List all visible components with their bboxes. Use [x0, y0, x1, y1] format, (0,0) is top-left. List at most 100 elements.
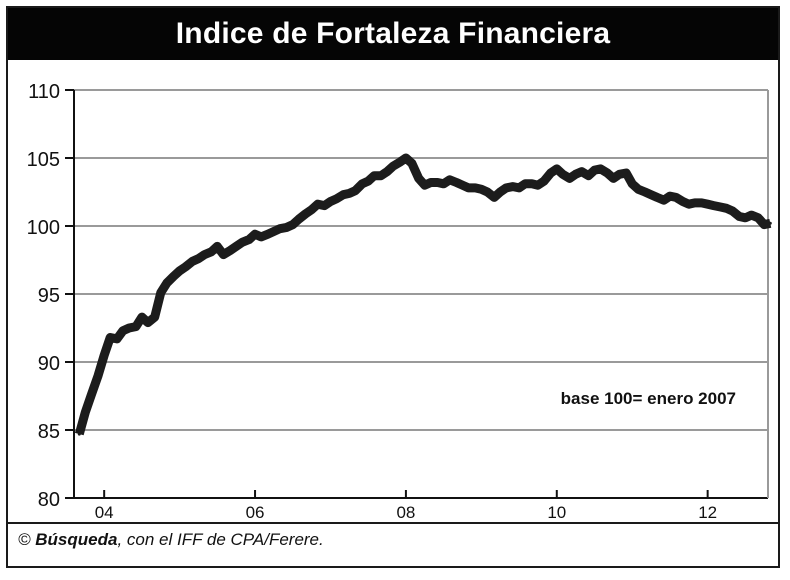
data-point-0-65	[485, 190, 489, 194]
copyright-symbol: ©	[18, 530, 31, 549]
data-point-0-109	[762, 223, 766, 227]
data-point-0-104	[731, 209, 734, 213]
data-point-0-70	[517, 186, 521, 190]
data-point-0-72	[530, 182, 534, 186]
data-point-0-89	[636, 187, 640, 191]
data-point-0-79	[574, 172, 578, 176]
data-point-0-60	[455, 181, 458, 184]
data-point-0-108	[756, 216, 760, 220]
y-tick-label-110: 110	[28, 81, 60, 103]
data-point-0-2	[89, 393, 93, 397]
data-point-0-57	[436, 181, 440, 184]
data-point-0-27	[247, 238, 251, 242]
source-publisher: Búsqueda	[35, 530, 118, 549]
data-point-0-4	[102, 353, 106, 357]
data-point-0-25	[234, 244, 238, 248]
base-annotation: base 100= enero 2007	[561, 389, 736, 408]
data-point-0-100	[706, 202, 710, 206]
x-tick-label-10: 10	[547, 503, 566, 522]
data-point-0-107	[749, 213, 753, 217]
data-point-0-44	[353, 189, 357, 193]
data-point-0-20	[203, 253, 206, 257]
data-point-0-77	[561, 172, 565, 176]
data-point-0-33	[285, 225, 289, 229]
axes	[65, 89, 769, 499]
data-point-0-14	[165, 281, 169, 285]
data-point-0-50	[391, 164, 395, 168]
data-point-0-99	[700, 201, 704, 205]
y-tick-label-105: 105	[27, 149, 60, 171]
data-point-0-68	[504, 186, 508, 190]
data-point-0-10	[140, 315, 144, 319]
line-chart: 80 85 90 95 100 105 110 04 06 08 10 12 base 100= e…	[27, 81, 772, 522]
data-point-0-40	[329, 200, 332, 203]
y-tick-label-80: 80	[38, 489, 60, 511]
data-point-0-36	[304, 212, 308, 216]
data-point-0-105	[737, 215, 741, 218]
data-point-0-35	[297, 217, 301, 221]
data-point-0-88	[630, 182, 634, 186]
x-tick-label-04: 04	[95, 503, 114, 522]
data-point-0-75	[549, 171, 553, 175]
data-point-0-110	[768, 221, 772, 225]
data-point-0-37	[310, 208, 314, 212]
data-point-0-28	[253, 232, 257, 236]
data-point-0-7	[121, 329, 125, 333]
data-point-0-46	[366, 179, 370, 183]
data-point-0-21	[209, 250, 213, 254]
data-point-0-19	[197, 257, 200, 261]
data-point-0-71	[523, 182, 527, 186]
data-point-0-18	[190, 259, 194, 263]
data-point-0-63	[473, 186, 477, 190]
source-rest: , con el IFF de CPA/Ferere.	[117, 530, 324, 549]
data-point-0-47	[372, 174, 376, 178]
data-point-0-76	[555, 167, 559, 171]
data-point-0-69	[511, 185, 515, 189]
data-point-0-96	[681, 200, 685, 203]
source-divider	[8, 522, 778, 524]
y-tick-label-95: 95	[38, 285, 60, 307]
data-point-0-42	[341, 193, 345, 197]
x-tick-labels: 04 06 08 10 12	[95, 503, 717, 522]
data-point-0-43	[347, 191, 351, 195]
data-point-0-59	[448, 178, 452, 182]
data-point-0-56	[429, 181, 433, 184]
data-point-0-61	[461, 183, 464, 187]
x-tick-label-08: 08	[396, 503, 415, 522]
data-point-0-41	[335, 197, 338, 201]
data-point-0-97	[687, 202, 691, 206]
data-point-0-9	[134, 325, 138, 329]
data-point-0-66	[492, 195, 496, 199]
data-point-0-39	[322, 204, 326, 208]
data-point-0-106	[743, 216, 747, 220]
data-point-0-91	[649, 193, 653, 197]
data-point-0-6	[115, 337, 119, 341]
data-point-0-12	[153, 315, 157, 319]
data-point-0-101	[712, 204, 716, 208]
data-point-0-45	[360, 182, 364, 186]
data-point-0-32	[278, 227, 282, 231]
data-point-0-84	[605, 171, 609, 175]
data-point-0-51	[398, 160, 402, 164]
data-point-0-11	[146, 321, 150, 325]
data-point-0-85	[611, 176, 615, 180]
data-point-0-82	[593, 168, 596, 172]
data-point-0-30	[266, 232, 270, 236]
data-point-0-53	[410, 161, 414, 165]
source-note: © Búsqueda, con el IFF de CPA/Ferere.	[18, 530, 324, 550]
series-layer	[74, 153, 772, 436]
data-point-0-34	[291, 223, 295, 227]
data-point-0-54	[417, 176, 421, 180]
data-point-0-38	[316, 202, 320, 206]
data-point-0-93	[662, 198, 666, 202]
data-point-0-49	[385, 170, 389, 174]
y-tick-label-85: 85	[38, 421, 60, 443]
data-point-0-52	[404, 156, 408, 160]
data-point-0-24	[228, 249, 232, 252]
data-point-0-62	[467, 186, 470, 190]
data-point-0-22	[215, 244, 219, 248]
x-tick-label-06: 06	[246, 503, 265, 522]
y-tick-labels: 80 85 90 95 100 105 110	[27, 81, 60, 511]
x-tick-label-12: 12	[698, 503, 717, 522]
data-point-0-15	[172, 274, 176, 278]
